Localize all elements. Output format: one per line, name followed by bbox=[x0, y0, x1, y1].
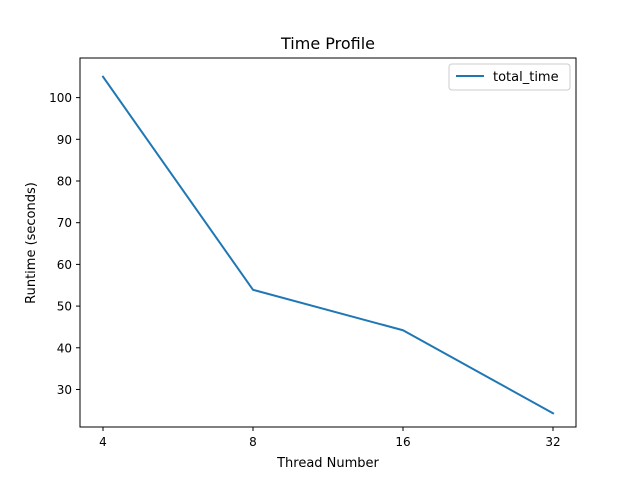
series-line-total-time bbox=[101, 75, 555, 415]
x-axis-label: Thread Number bbox=[276, 456, 379, 471]
legend-label: total_time bbox=[493, 70, 559, 85]
chart-title: Time Profile bbox=[280, 34, 375, 53]
y-tick-label: 90 bbox=[57, 133, 72, 147]
series-lines bbox=[101, 75, 555, 415]
y-tick-label: 60 bbox=[57, 258, 72, 272]
y-tick-label: 40 bbox=[57, 341, 72, 355]
x-tick-label: 32 bbox=[545, 435, 560, 449]
x-tick-label: 8 bbox=[249, 435, 257, 449]
legend: total_time bbox=[448, 63, 571, 91]
x-axis-ticks: 4 8 16 32 bbox=[99, 427, 561, 449]
y-axis-ticks: 30 40 50 60 70 80 90 100 bbox=[49, 91, 80, 397]
y-tick-label: 80 bbox=[57, 175, 72, 189]
x-tick-label: 16 bbox=[395, 435, 410, 449]
x-tick-label: 4 bbox=[99, 435, 107, 449]
y-tick-label: 30 bbox=[57, 383, 72, 397]
y-tick-label: 100 bbox=[49, 91, 72, 105]
y-tick-label: 70 bbox=[57, 216, 72, 230]
y-axis-label: Runtime (seconds) bbox=[24, 182, 39, 304]
y-tick-label: 50 bbox=[57, 300, 72, 314]
legend-box bbox=[448, 63, 571, 91]
plot-area-frame bbox=[79, 57, 577, 428]
